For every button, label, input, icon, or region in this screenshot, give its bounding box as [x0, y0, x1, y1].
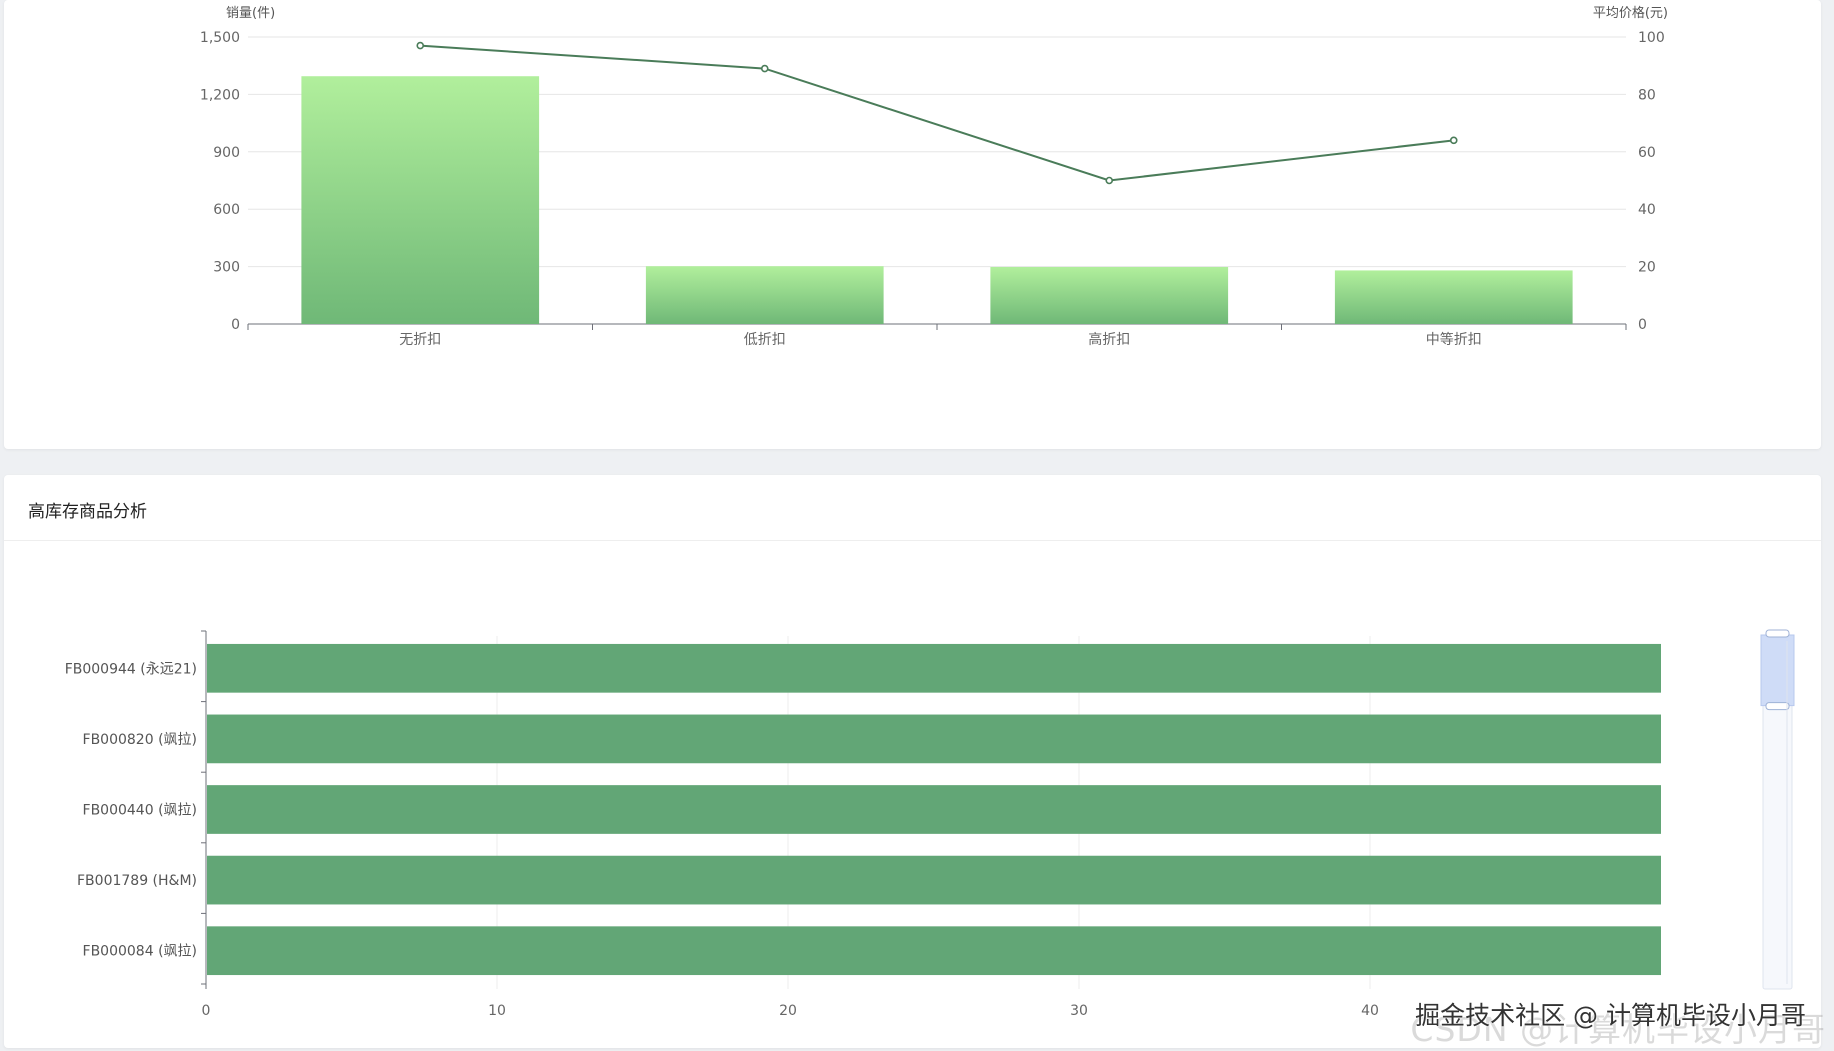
stock-bar-0: [207, 643, 1661, 693]
line-point-1: [760, 64, 769, 73]
y-tick-label: FB000084 (飒拉): [83, 944, 197, 960]
bar-0: [301, 76, 540, 325]
y-left-tick-label: 300: [213, 260, 240, 276]
y-left-tick-label: 600: [213, 202, 240, 218]
stock-bar-2: [207, 785, 1661, 834]
x-tick-label: 30: [1070, 1003, 1088, 1019]
y-left-tick-label: 1,200: [200, 87, 240, 103]
bar-3: [1334, 270, 1573, 324]
x-tick-label: 20: [779, 1003, 797, 1019]
y-left-tick-label: 0: [231, 317, 240, 333]
y-tick-label: FB000944 (永远21): [65, 661, 197, 677]
x-tick-label: 高折扣: [1088, 331, 1130, 348]
stock-bar-1: [207, 714, 1661, 764]
y-tick-label: FB000820 (飒拉): [83, 732, 197, 748]
x-tick-label: 无折扣: [399, 332, 441, 348]
bar-2: [990, 266, 1229, 324]
bar-1: [645, 266, 884, 324]
high-stock-bar-chart: 0 10 20 30 40 FB000944 (永远21) FB000820 (飒拉) FB0…: [65, 629, 1795, 1019]
stock-bar-4: [207, 926, 1661, 976]
y-right-tick-label: 0: [1638, 317, 1647, 333]
x-tick-label: 40: [1361, 1003, 1379, 1019]
x-tick-label: 10: [488, 1003, 506, 1019]
y-left-tick-label: 900: [213, 145, 240, 161]
y-tick-label: FB000440 (飒拉): [83, 803, 197, 819]
x-tick-label: 中等折扣: [1426, 331, 1482, 348]
y-right-tick-label: 20: [1638, 260, 1656, 276]
card-title: 高库存商品分析: [28, 502, 147, 522]
high-stock-analysis-card: 高库存商品分析 0 10 20 30 40 FB000944 (永远21) FB000820…: [4, 475, 1821, 1048]
x-tick-label: 0: [202, 1003, 211, 1019]
y-left-axis-title: 销量(件): [226, 6, 275, 21]
zoom-handle-bottom: [1765, 702, 1790, 711]
y-tick-label: FB001789 (H&M): [77, 873, 197, 889]
y-right-tick-label: 80: [1638, 87, 1656, 103]
line-point-2: [1105, 176, 1114, 185]
watermark-faded: CSDN @计算机毕设小月哥: [1410, 1010, 1826, 1049]
zoom-handle-top: [1765, 629, 1790, 638]
line-point-3: [1449, 136, 1458, 145]
discount-sales-price-chart: 0 300 600 900 1,200 1,500 0 20 40 60 80 100 销量(件) 平均价…: [200, 5, 1668, 348]
stock-bar-3: [207, 855, 1661, 905]
y-right-tick-label: 40: [1638, 202, 1656, 218]
zoom-window: [1760, 634, 1795, 707]
y-right-tick-label: 100: [1638, 30, 1665, 46]
card-header: 高库存商品分析: [4, 475, 1821, 541]
discount-analysis-card: 0 300 600 900 1,200 1,500 0 20 40 60 80 100 销量(件) 平均价…: [4, 0, 1821, 449]
y-right-axis-title: 平均价格(元): [1593, 5, 1668, 21]
y-left-tick-label: 1,500: [200, 30, 240, 46]
price-line: [420, 44, 1454, 182]
line-point-0: [416, 41, 425, 50]
watermark: 掘金技术社区 @ 计算机毕设小月哥: [1415, 1001, 1806, 1030]
x-tick-label: 低折扣: [744, 332, 786, 348]
y-right-tick-label: 60: [1638, 145, 1656, 161]
